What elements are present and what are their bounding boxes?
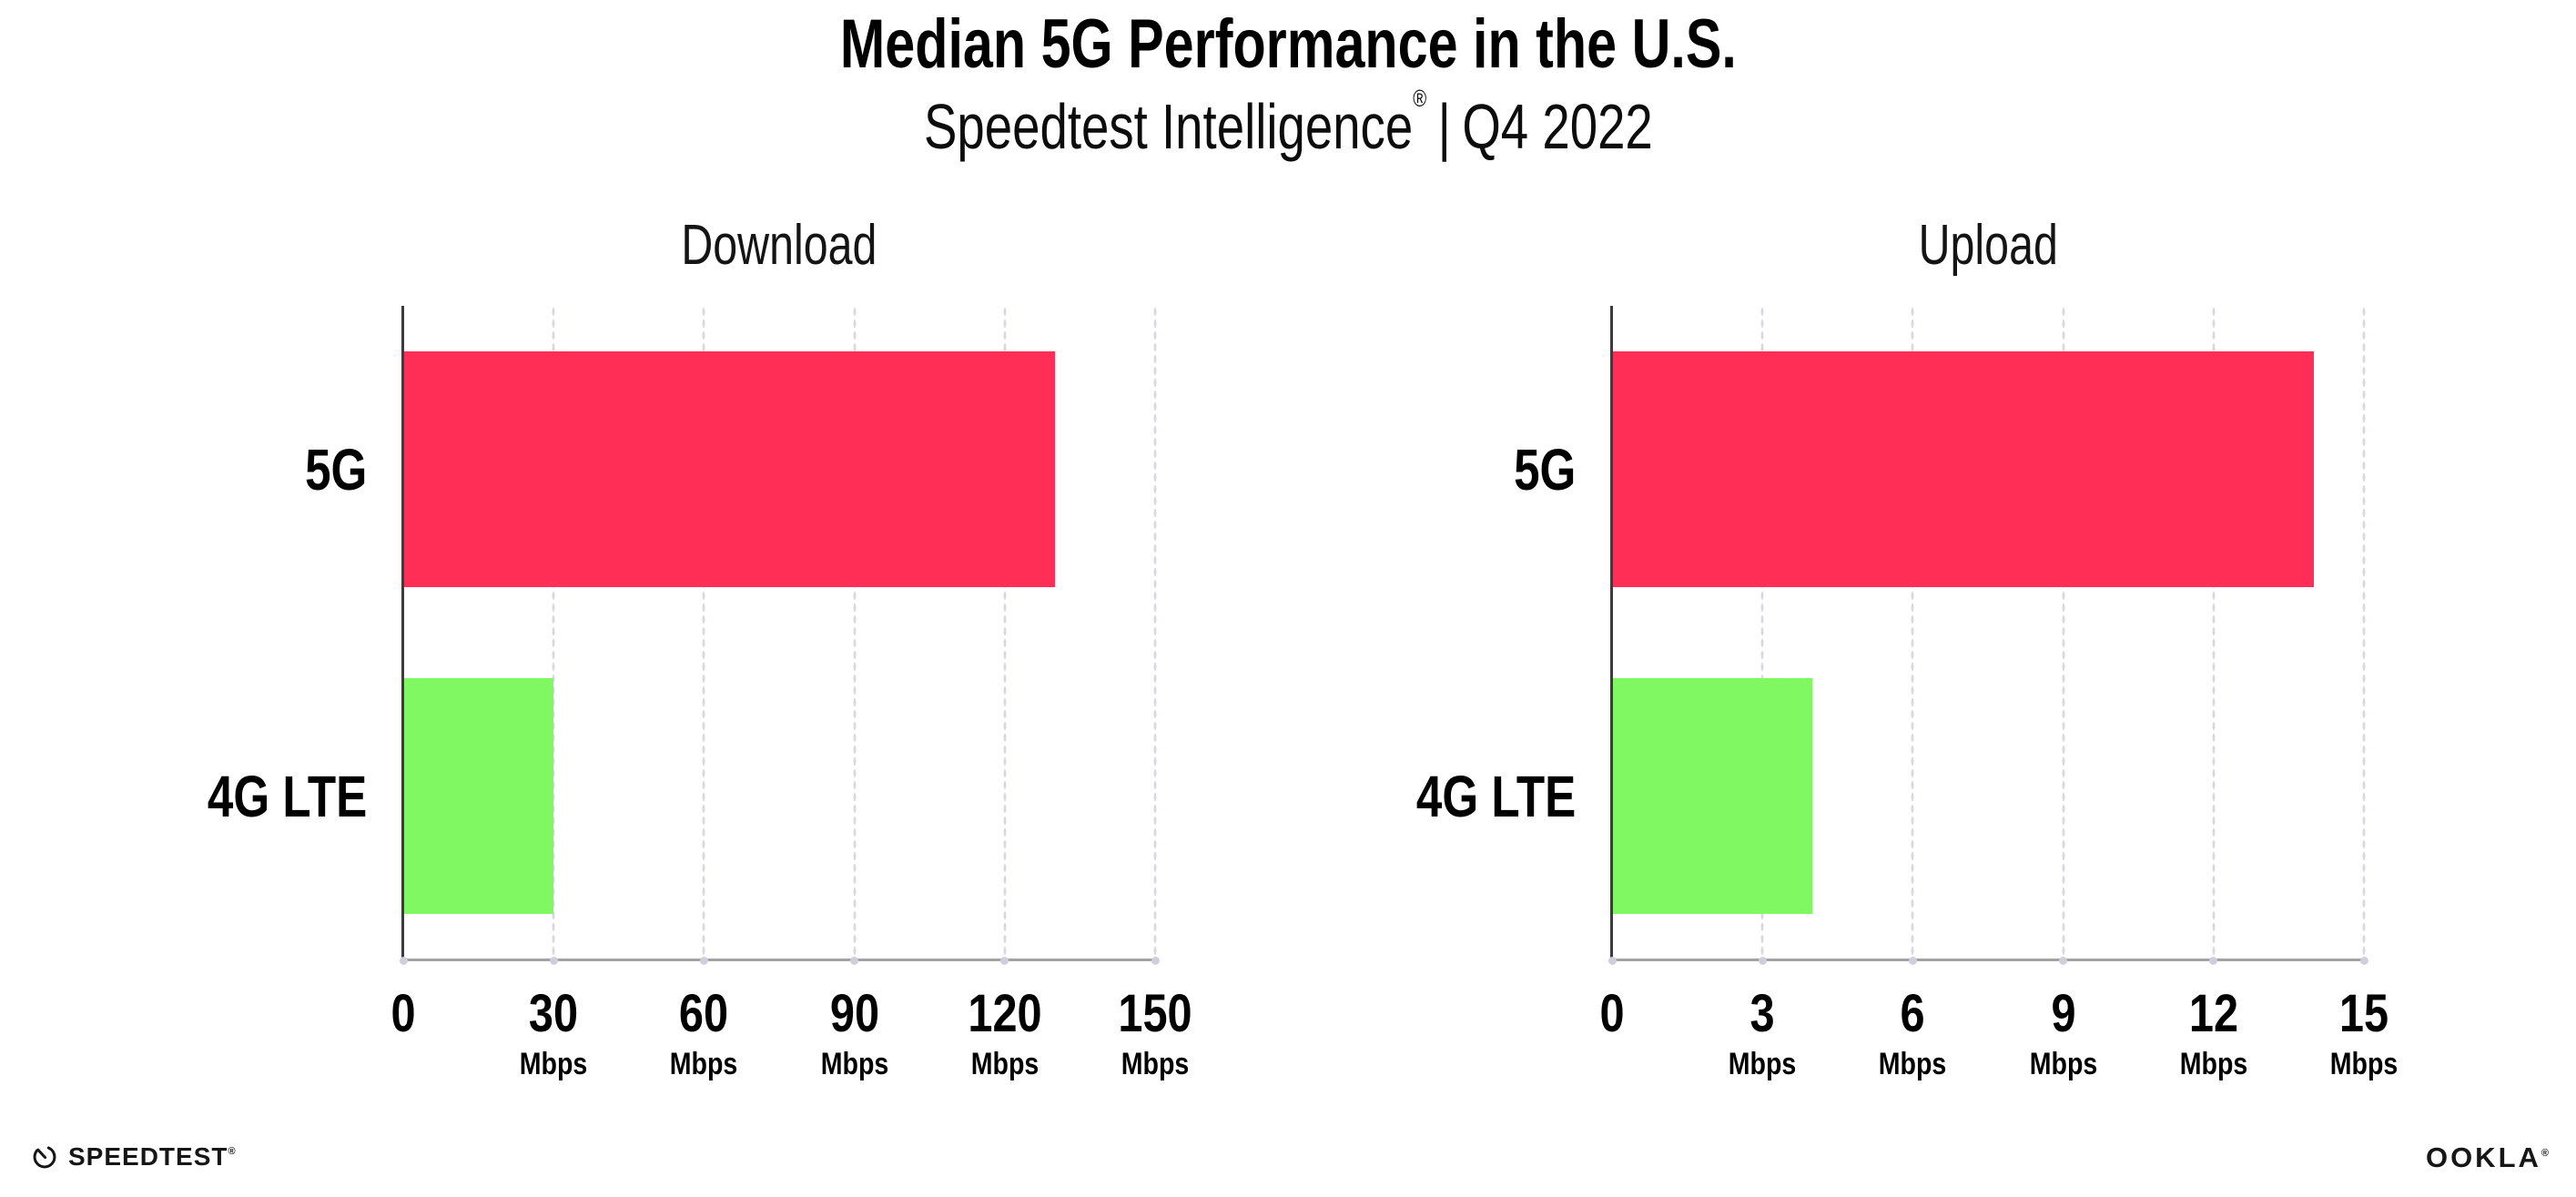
x-axis-tick-labels: 0 30 Mbps 60 Mbps 90 Mbps 120 Mbps 150 Mbps — [390, 306, 1192, 1080]
x-tick-unit: Mbps — [2329, 1047, 2399, 1081]
gridline — [552, 306, 556, 959]
gridline — [852, 306, 857, 959]
x-tick-value: 30 — [529, 984, 579, 1043]
axis-tick-dot — [699, 957, 708, 965]
x-tick: 30 Mbps — [513, 984, 594, 1081]
x-tick: 9 Mbps — [2023, 984, 2104, 1081]
page-title-text: Median 5G Performance in the U.S. — [839, 5, 1737, 83]
chart-title-upload: Upload — [1612, 217, 2364, 275]
x-tick-value: 6 — [1900, 984, 1925, 1043]
bar-5g — [1612, 351, 2314, 587]
gridline — [702, 306, 706, 959]
chart-title-text: Upload — [1918, 214, 2058, 277]
x-tick-value: 90 — [829, 984, 879, 1043]
x-tick-unit: Mbps — [1121, 1047, 1190, 1081]
ookla-logo: OOKLA® — [2426, 1143, 2549, 1172]
x-tick-unit: Mbps — [519, 1047, 588, 1081]
x-tick: 12 Mbps — [2173, 984, 2254, 1081]
category-label-text: 4G LTE — [207, 764, 367, 829]
x-tick-value: 0 — [1599, 984, 1625, 1043]
gridline — [2362, 306, 2366, 959]
bar-5g — [403, 351, 1055, 587]
x-axis — [1610, 959, 2365, 961]
x-tick: 150 Mbps — [1111, 984, 1200, 1081]
speedtest-logo: SPEEDTEST® — [31, 1141, 236, 1172]
registered-mark: ® — [1412, 85, 1426, 112]
speedtest-wordmark: SPEEDTEST® — [68, 1143, 236, 1171]
axis-tick-dot — [2059, 957, 2068, 965]
x-tick: 90 Mbps — [814, 984, 895, 1081]
speedtest-gauge-icon — [33, 1145, 56, 1169]
x-tick-unit: Mbps — [970, 1047, 1040, 1081]
y-axis — [401, 306, 404, 959]
x-tick-unit: Mbps — [1879, 1047, 1947, 1081]
x-tick: 0 — [389, 984, 418, 1043]
x-tick-unit: Mbps — [2179, 1047, 2248, 1081]
category-label-5g: 5G — [68, 441, 367, 499]
x-tick: 6 Mbps — [1872, 984, 1953, 1081]
y-axis — [1610, 306, 1613, 959]
axis-tick-dot — [850, 957, 859, 965]
x-tick-value: 15 — [2338, 984, 2389, 1043]
x-tick-unit: Mbps — [820, 1047, 888, 1081]
x-tick: 60 Mbps — [664, 984, 745, 1081]
x-tick: 0 — [1597, 984, 1627, 1043]
gridline — [1153, 306, 1157, 959]
gridline — [1760, 306, 1765, 959]
chart-title-download: Download — [403, 217, 1155, 275]
bar-4g-lte — [1612, 678, 1813, 914]
x-tick-value: 120 — [968, 984, 1042, 1043]
x-tick: 15 Mbps — [2324, 984, 2405, 1081]
category-label-4g-lte: 4G LTE — [68, 767, 367, 826]
x-tick: 3 Mbps — [1722, 984, 1803, 1081]
ookla-trademark: ® — [2541, 1148, 2549, 1159]
gridline — [1002, 306, 1007, 959]
x-tick-value: 3 — [1749, 984, 1775, 1043]
axis-tick-dot — [1758, 957, 1767, 965]
x-tick-value: 60 — [679, 984, 729, 1043]
x-tick-value: 150 — [1118, 984, 1192, 1043]
gridline — [2061, 306, 2065, 959]
axis-tick-dot — [2209, 957, 2218, 965]
subtitle-separator: | — [1437, 91, 1451, 162]
x-tick-unit: Mbps — [670, 1047, 738, 1081]
category-label-text: 4G LTE — [1415, 764, 1576, 829]
speedtest-label: SPEEDTEST — [68, 1142, 228, 1171]
x-tick: 120 Mbps — [960, 984, 1049, 1081]
axis-tick-dot — [549, 957, 558, 965]
axis-tick-dot — [2359, 957, 2368, 965]
axis-tick-dot — [1908, 957, 1917, 965]
gridline — [1911, 306, 1915, 959]
upload-chart: Upload 5G 4G LTE 0 3 Mbps 6 Mbps 9 Mbps 12 Mbps 1… — [1416, 217, 2399, 1080]
category-label-text: 5G — [304, 437, 367, 502]
page-subtitle: Speedtest Intelligence® | Q4 2022 — [0, 86, 2576, 164]
speedtest-trademark: ® — [228, 1146, 236, 1157]
category-label-text: 5G — [1513, 437, 1576, 502]
gridline-layer — [1607, 306, 2368, 965]
page-title: Median 5G Performance in the U.S. — [0, 5, 2576, 84]
x-tick-value: 0 — [390, 984, 416, 1043]
x-tick-unit: Mbps — [2029, 1047, 2097, 1081]
x-axis — [401, 959, 1156, 961]
bar-4g-lte — [403, 678, 554, 914]
axis-tick-dot — [399, 957, 408, 965]
x-tick-value: 12 — [2188, 984, 2238, 1043]
x-axis-tick-labels: 0 3 Mbps 6 Mbps 9 Mbps 12 Mbps 15 Mbps — [1599, 306, 2398, 1080]
axis-tick-dot — [1151, 957, 1160, 965]
gridline-layer — [399, 306, 1160, 965]
subtitle-brand: Speedtest Intelligence — [923, 91, 1413, 162]
gridline — [2211, 306, 2216, 959]
ookla-label: OOKLA — [2425, 1141, 2541, 1173]
axis-tick-dot — [1000, 957, 1009, 965]
page-subtitle-text: Speedtest Intelligence® | Q4 2022 — [923, 86, 1653, 164]
x-tick-value: 9 — [2051, 984, 2076, 1043]
x-tick-unit: Mbps — [1728, 1047, 1797, 1081]
subtitle-period: Q4 2022 — [1461, 91, 1653, 162]
category-label-5g: 5G — [1277, 441, 1576, 499]
category-label-4g-lte: 4G LTE — [1277, 767, 1576, 826]
chart-title-text: Download — [681, 214, 877, 277]
axis-tick-dot — [1607, 957, 1617, 965]
download-chart: Download 5G 4G LTE 0 30 Mbps 60 Mbps 90 Mbps 12… — [208, 217, 1192, 1080]
